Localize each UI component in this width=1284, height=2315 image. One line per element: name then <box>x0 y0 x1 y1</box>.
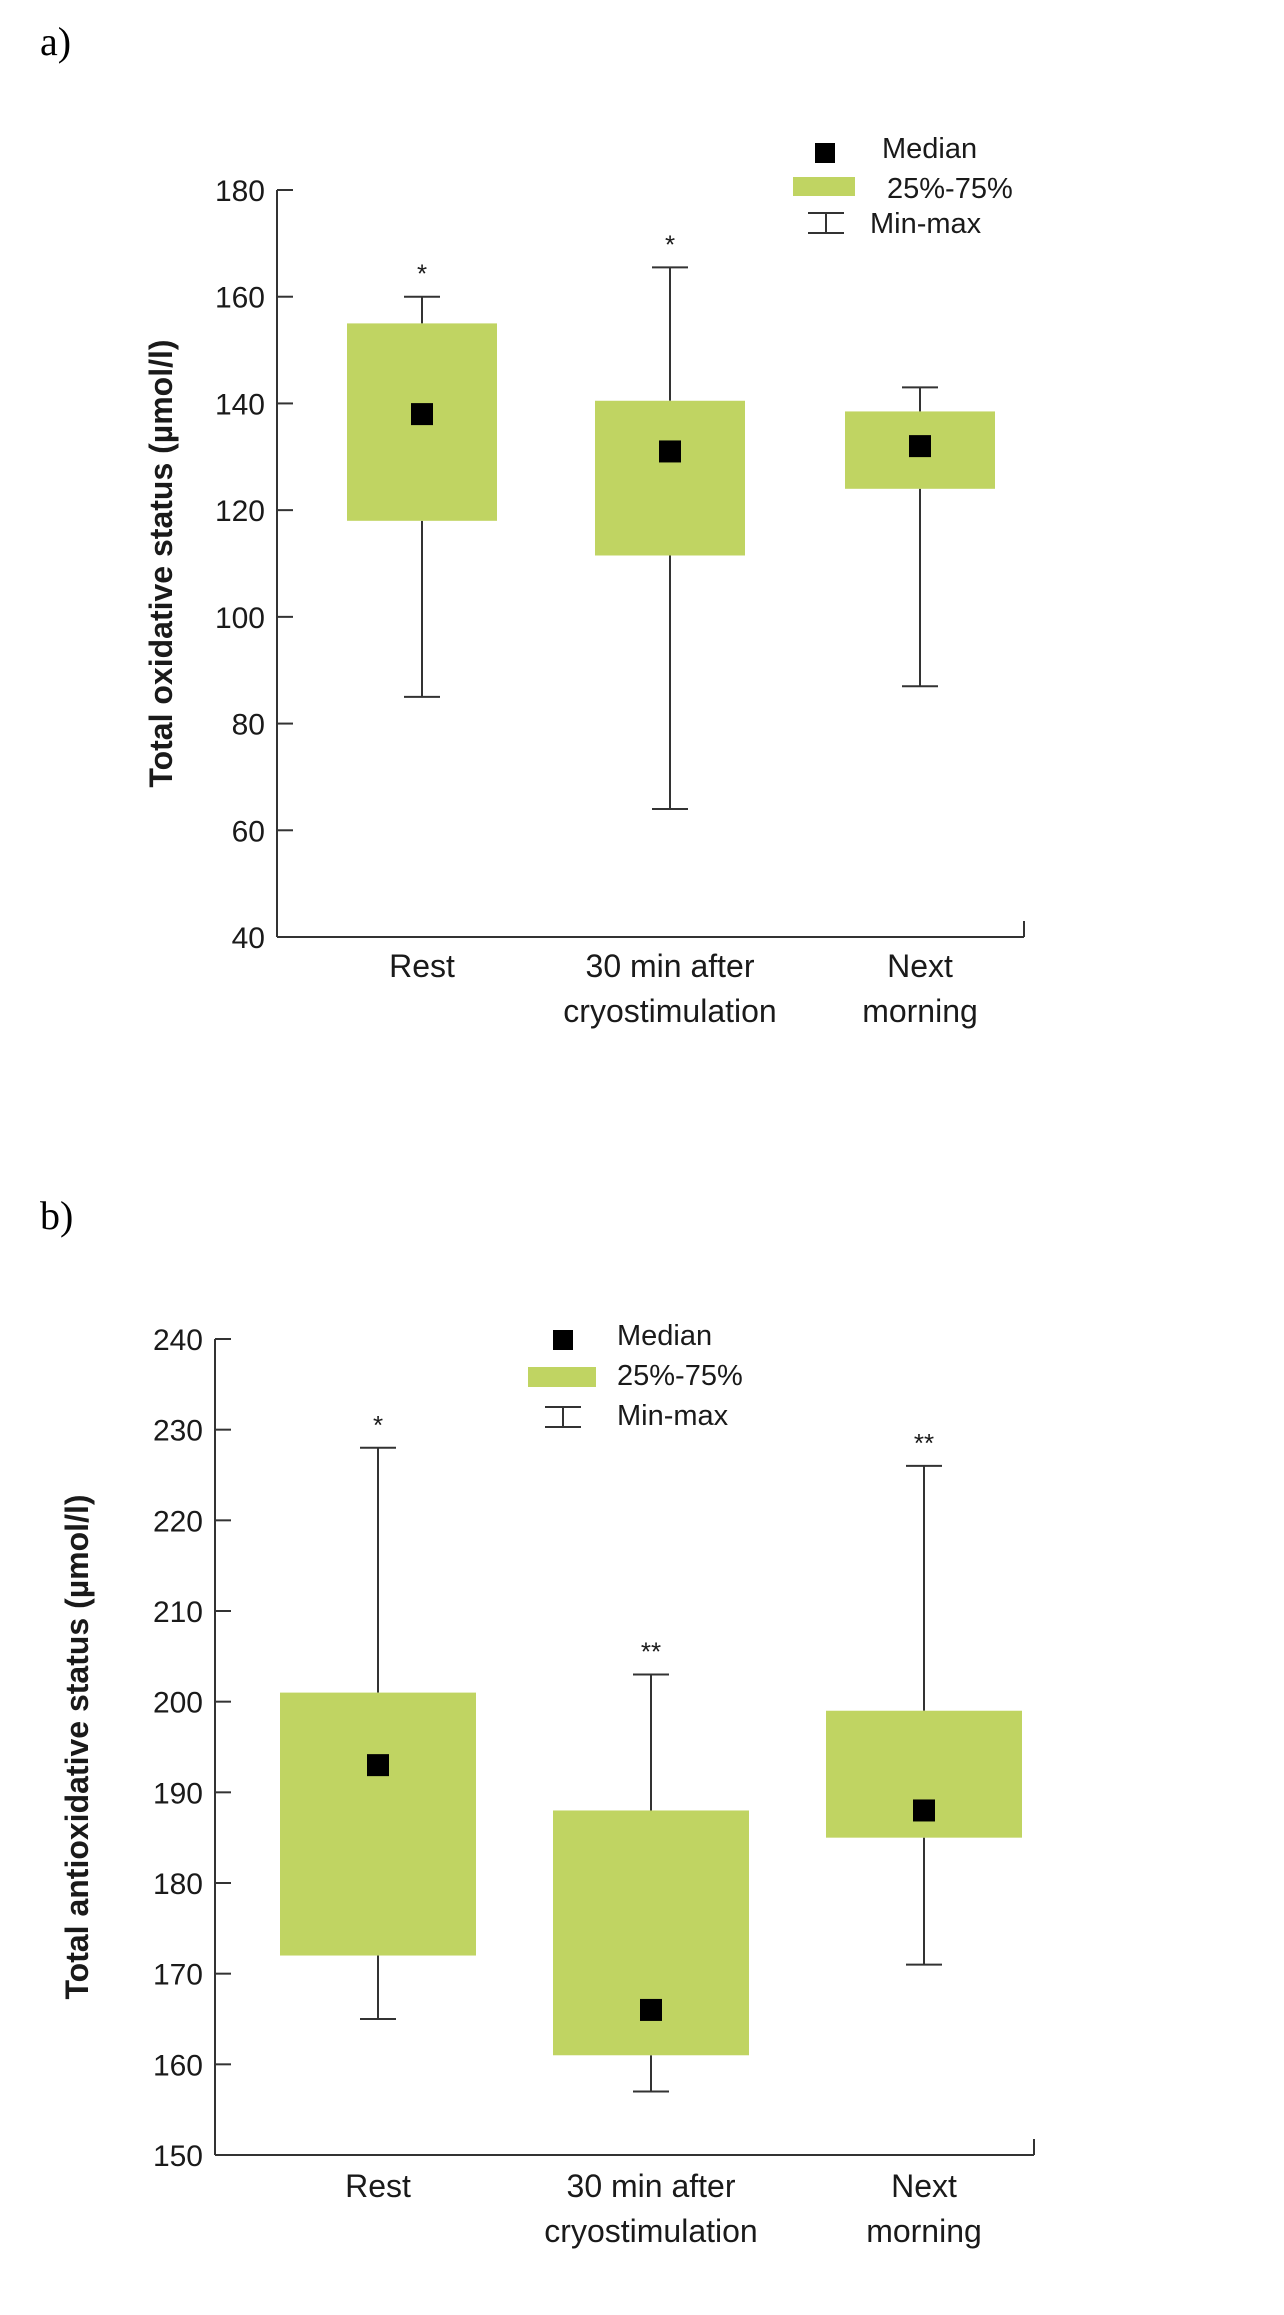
y-tick-label: 40 <box>232 922 265 955</box>
y-tick-label: 140 <box>215 388 265 421</box>
median-marker <box>367 1754 389 1777</box>
legend-median-label: Median <box>617 1320 712 1352</box>
legend-iqr-icon <box>528 1367 596 1387</box>
y-axis-label: Total antioxidative status (µmol/l) <box>59 1494 95 1999</box>
category-label: Next <box>891 2168 957 2204</box>
panel-label-b: b) <box>40 1193 74 1238</box>
category-label: Next <box>887 948 953 984</box>
y-tick-label: 210 <box>153 1596 203 1629</box>
y-tick-label: 230 <box>153 1415 203 1448</box>
y-tick-label: 80 <box>232 709 265 742</box>
category-label: Rest <box>389 948 455 984</box>
y-tick-label: 220 <box>153 1505 203 1538</box>
median-marker <box>659 440 681 463</box>
y-tick-label: 180 <box>153 1868 203 1901</box>
legend-iqr-label: 25%-75% <box>617 1360 743 1392</box>
category-label: cryostimulation <box>544 2213 757 2249</box>
legend-range-label: Min-max <box>617 1400 729 1432</box>
legend-range-label: Min-max <box>870 208 982 240</box>
y-tick-label: 190 <box>153 1777 203 1810</box>
significance-label: * <box>665 229 675 259</box>
legend-median-icon <box>815 143 835 163</box>
median-marker <box>640 1998 662 2021</box>
legend-iqr-icon <box>793 177 855 196</box>
y-tick-label: 60 <box>232 815 265 848</box>
significance-label: ** <box>914 1428 934 1458</box>
y-tick-label: 170 <box>153 1959 203 1992</box>
legend-median-icon <box>553 1330 573 1350</box>
median-marker <box>909 435 931 458</box>
y-tick-label: 160 <box>215 282 265 315</box>
legend-iqr-label: 25%-75% <box>887 173 1013 205</box>
y-tick-label: 100 <box>215 602 265 635</box>
median-marker <box>411 403 433 426</box>
median-marker <box>913 1799 935 1822</box>
y-tick-label: 240 <box>153 1324 203 1357</box>
category-label: morning <box>866 2213 982 2249</box>
y-axis-label: Total oxidative status (µmol/l) <box>143 339 179 787</box>
category-label: morning <box>862 993 978 1029</box>
significance-label: ** <box>641 1636 661 1666</box>
category-label: Rest <box>345 2168 411 2204</box>
y-tick-label: 180 <box>215 175 265 208</box>
category-label: cryostimulation <box>563 993 776 1029</box>
y-tick-label: 120 <box>215 495 265 528</box>
category-label: 30 min after <box>586 948 755 984</box>
significance-label: * <box>417 259 427 289</box>
significance-label: * <box>373 1410 383 1440</box>
y-tick-label: 160 <box>153 2049 203 2082</box>
y-tick-label: 200 <box>153 1687 203 1720</box>
oxidative-status-chart: 40 60 80 100 120 140 160 180 Total oxidative sta… <box>143 133 1025 1029</box>
legend-median-label: Median <box>882 133 977 165</box>
panel-label-a: a) <box>40 19 72 64</box>
iqr-box <box>280 1692 476 1956</box>
y-tick-label: 150 <box>153 2140 203 2173</box>
iqr-box <box>595 400 745 556</box>
category-label: 30 min after <box>567 2168 736 2204</box>
antioxidative-status-chart: 150 160 170 180 190 200 210 220 230 240 Total anti… <box>59 1320 1035 2249</box>
